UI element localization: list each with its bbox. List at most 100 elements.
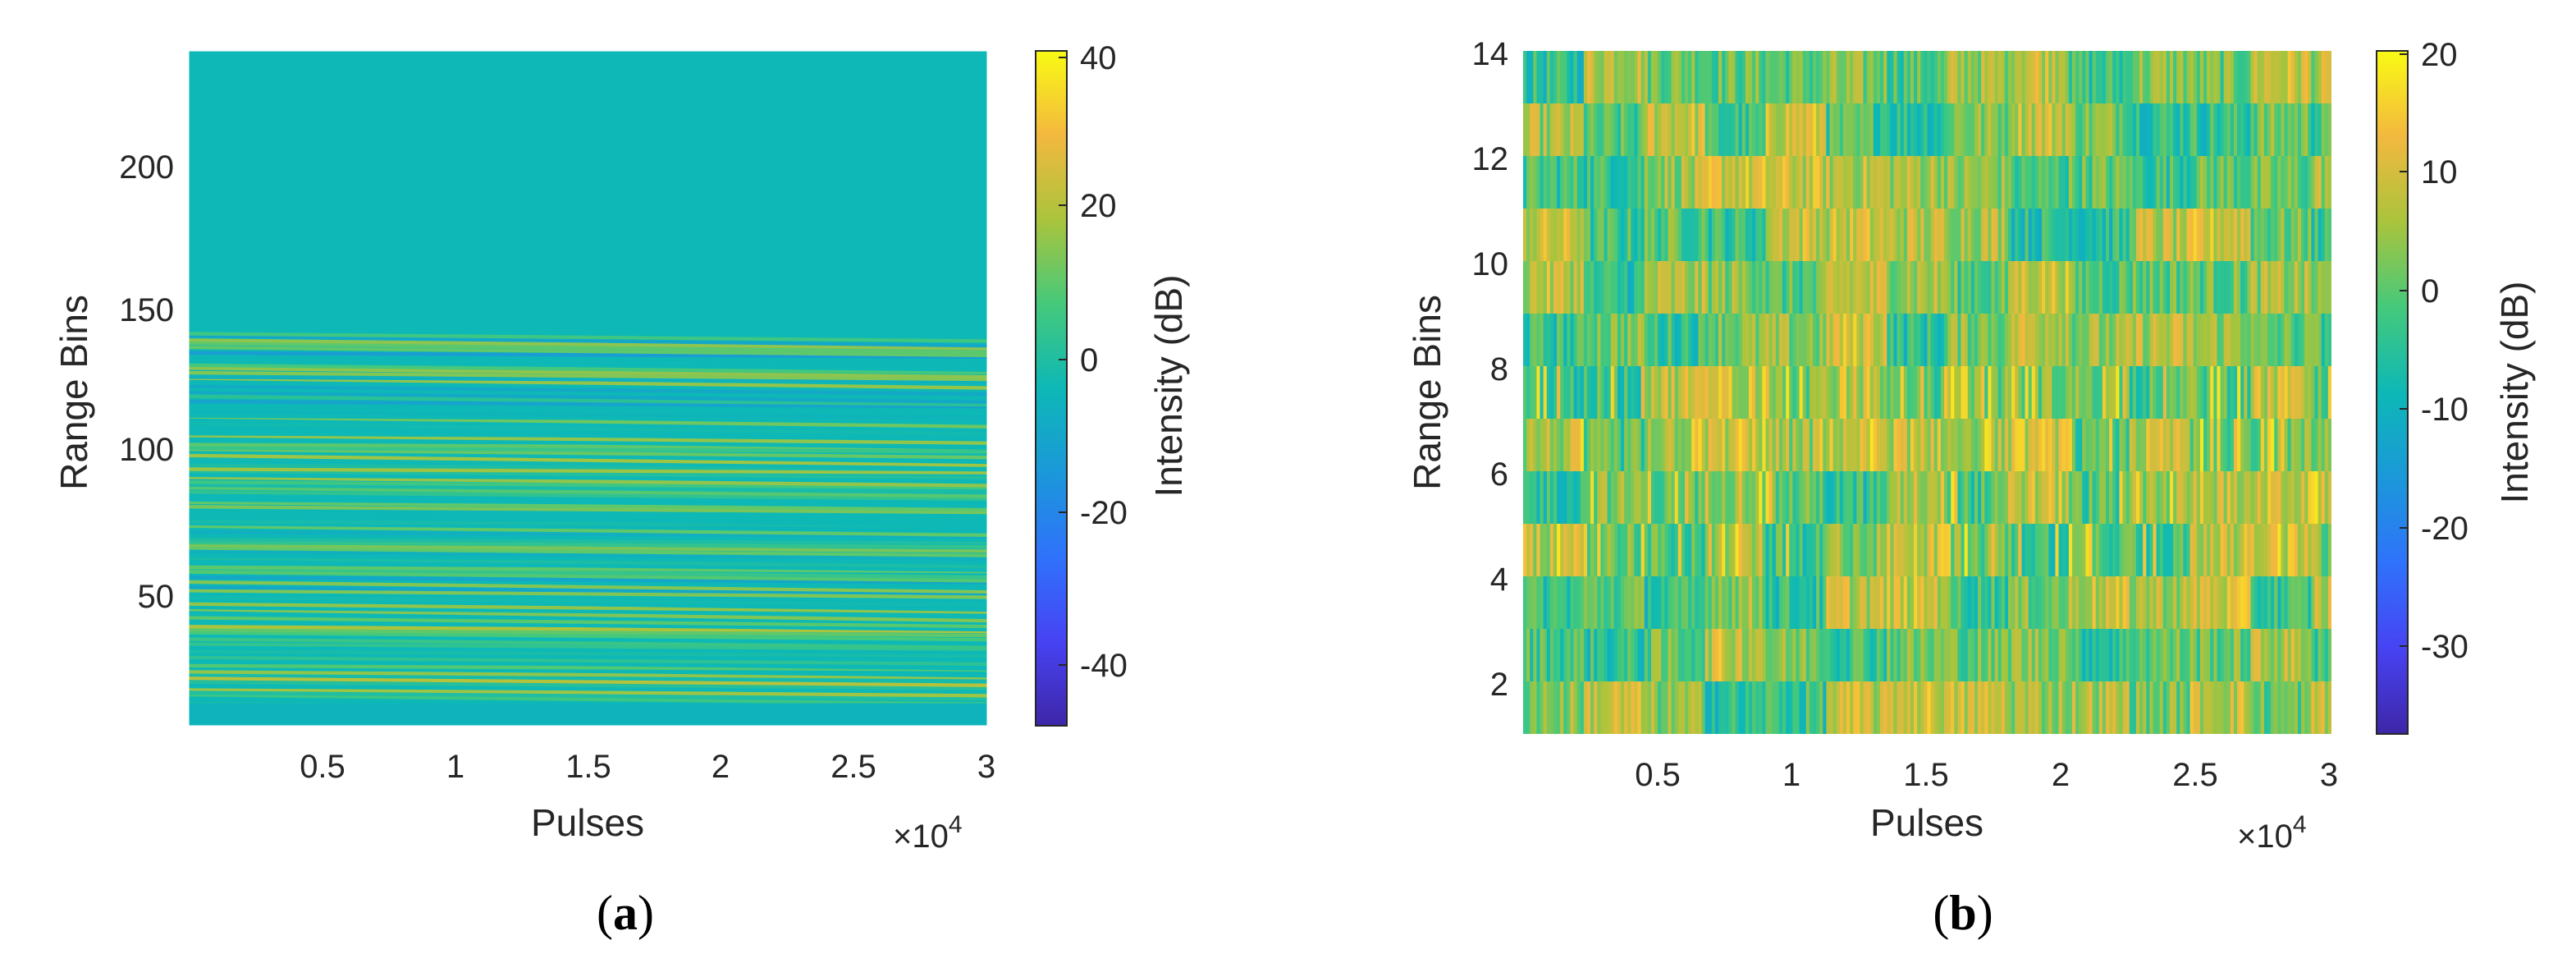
heatmap-cell — [2045, 471, 2049, 525]
heatmap-cell — [2071, 103, 2076, 157]
heatmap-cell — [1869, 576, 1874, 630]
heatmap-cell — [1863, 156, 1868, 209]
heatmap-cell — [1698, 261, 1703, 314]
heatmap-cell — [1978, 681, 1982, 734]
heatmap-cell — [1978, 51, 1982, 104]
heatmap-cell — [1711, 419, 1716, 472]
heatmap-cell — [2116, 103, 2121, 157]
heatmap-cell — [1567, 209, 1572, 262]
heatmap-cell — [2301, 366, 2305, 420]
heatmap-cell — [2106, 314, 2110, 367]
heatmap-cell — [2294, 681, 2299, 734]
heatmap-cell — [2180, 314, 2185, 367]
heatmap-cell — [2055, 471, 2060, 525]
heatmap-cell — [1900, 314, 1905, 367]
heatmap-cell — [1765, 366, 1770, 420]
heatmap-cell — [2001, 51, 2006, 104]
heatmap-band — [189, 332, 987, 343]
heatmap-cell — [1933, 629, 1938, 682]
heatmap-cell — [1937, 471, 1942, 525]
heatmap-cell — [2085, 366, 2090, 420]
heatmap-cell — [2166, 314, 2171, 367]
heatmap-cell — [1816, 366, 1820, 420]
heatmap-cell — [2034, 103, 2039, 157]
heatmap-cell — [1701, 524, 1706, 577]
heatmap-cell — [2290, 419, 2295, 472]
heatmap-cell — [1704, 51, 1709, 104]
heatmap-cell — [1718, 524, 1723, 577]
heatmap-cell — [1792, 629, 1797, 682]
heatmap-cell — [1701, 471, 1706, 525]
heatmap-cell — [1536, 261, 1541, 314]
heatmap-cell — [2075, 209, 2080, 262]
heatmap-cell — [2281, 681, 2285, 734]
heatmap-cell — [1604, 261, 1608, 314]
heatmap-cell — [1893, 366, 1898, 420]
heatmap-cell — [1903, 209, 1908, 262]
heatmap-cell — [1570, 51, 1575, 104]
heatmap-cell — [2173, 314, 2177, 367]
heatmap-cell — [1796, 314, 1800, 367]
heatmap-cell — [1540, 156, 1544, 209]
y-tick-label: 4 — [1490, 562, 1508, 598]
heatmap-cell — [1839, 51, 1844, 104]
heatmap-cell — [1842, 471, 1847, 525]
heatmap-cell — [1924, 103, 1929, 157]
heatmap-cell — [2271, 576, 2275, 630]
heatmap-cell — [1526, 314, 1531, 367]
heatmap-cell — [1695, 156, 1700, 209]
heatmap-band — [189, 633, 987, 646]
heatmap-cell — [2122, 103, 2127, 157]
heatmap-cell — [1580, 103, 1585, 157]
heatmap-cell — [1640, 51, 1645, 104]
x-ticks-a: 0.5 1 1.5 2 2.5 3 — [300, 749, 995, 785]
heatmap-cell — [2055, 51, 2060, 104]
heatmap-cell — [2271, 261, 2275, 314]
heatmap-cell — [2098, 51, 2103, 104]
heatmap-cell — [1637, 314, 1642, 367]
heatmap-cell — [1789, 471, 1793, 525]
heatmap-cell — [1832, 471, 1837, 525]
panel-a: 50 100 150 200 0.5 1 1.5 2 2.5 3 Pulses … — [53, 40, 1190, 940]
heatmap-cell — [2281, 629, 2285, 682]
heatmap-cell — [2159, 103, 2164, 157]
heatmap-cell — [2001, 681, 2006, 734]
heatmap-cell — [1927, 576, 1932, 630]
heatmap-cell — [1933, 471, 1938, 525]
heatmap-cell — [2267, 419, 2272, 472]
heatmap-cell — [1745, 681, 1750, 734]
heatmap-cell — [1640, 209, 1645, 262]
heatmap-cell — [2321, 314, 2326, 367]
heatmap-cell — [1906, 261, 1911, 314]
heatmap-cell — [1634, 681, 1639, 734]
heatmap-cell — [2119, 576, 2124, 630]
heatmap-cell — [2004, 419, 2009, 472]
heatmap-cell — [1610, 471, 1615, 525]
heatmap-cell — [2061, 156, 2066, 209]
heatmap-cell — [2025, 471, 2029, 525]
heatmap-cell — [2085, 209, 2090, 262]
heatmap-cell — [1994, 209, 1999, 262]
heatmap-cell — [2176, 471, 2180, 525]
heatmap-cell — [1863, 366, 1868, 420]
heatmap-cell — [1567, 261, 1572, 314]
heatmap-cell — [2139, 576, 2144, 630]
heatmap-cell — [1627, 51, 1631, 104]
heatmap-cell — [2015, 103, 2019, 157]
heatmap-cell — [1755, 209, 1759, 262]
heatmap-cell — [2008, 209, 2012, 262]
heatmap-cell — [2028, 314, 2033, 367]
heatmap-cell — [1732, 524, 1736, 577]
plot-area-a-frame — [188, 50, 988, 727]
heatmap-band — [189, 375, 987, 384]
heatmap-cell — [2277, 156, 2282, 209]
heatmap-cell — [2220, 314, 2225, 367]
heatmap-cell — [1590, 209, 1595, 262]
heatmap-cell — [1799, 366, 1804, 420]
heatmap-cell — [2217, 51, 2221, 104]
heatmap-cell — [2180, 471, 2185, 525]
heatmap-cell — [1812, 471, 1817, 525]
heatmap-cell — [2230, 576, 2235, 630]
heatmap-cell — [2065, 419, 2070, 472]
heatmap-cell — [2233, 629, 2238, 682]
